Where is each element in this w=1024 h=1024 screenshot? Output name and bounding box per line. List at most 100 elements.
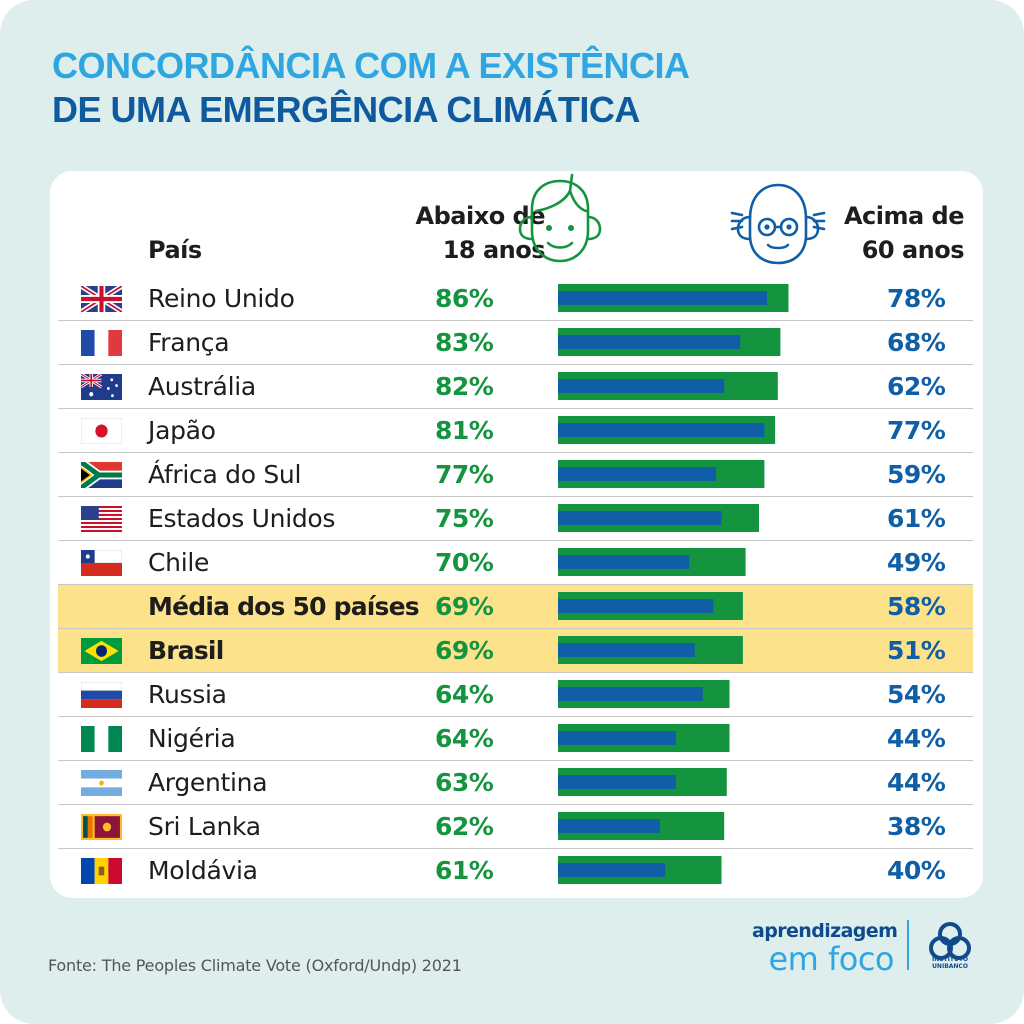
bar-over-60 (558, 819, 660, 833)
table-row: Estados Unidos 75% 61% (58, 497, 973, 541)
under-18-value: 86% (435, 284, 494, 313)
table-row: Moldávia 61% 40% (58, 849, 973, 893)
chile-flag-icon (81, 550, 122, 576)
sri-lanka-flag-icon (81, 814, 122, 840)
table-row-highlighted: Média dos 50 países 69% 58% (58, 585, 973, 629)
over-60-value: 44% (887, 768, 946, 797)
table-row: Argentina 63% 44% (58, 761, 973, 805)
country-name: França (148, 328, 230, 357)
bar-over-60 (558, 863, 666, 877)
table-card: País Abaixo de 18 anos Acima de 60 anos (50, 171, 983, 898)
under-18-value: 70% (435, 548, 494, 577)
over-60-value: 58% (887, 592, 946, 621)
instituto-unibanco-wordmark: INSTITUTO UNIBANCO (922, 956, 978, 970)
france-flag-icon (81, 330, 122, 356)
over-60-value: 68% (887, 328, 946, 357)
bar-over-60 (558, 379, 725, 393)
logo-line-2: em foco (768, 940, 894, 978)
over-60-value: 40% (887, 856, 946, 885)
country-name: Média dos 50 países (148, 592, 420, 621)
title-line-1: CONCORDÂNCIA COM A EXISTÊNCIA (52, 45, 690, 86)
table-row: Nigéria 64% 44% (58, 717, 973, 761)
under-18-value: 63% (435, 768, 494, 797)
bar-over-60 (558, 423, 765, 437)
under-18-column-header: Abaixo de 18 anos (415, 199, 546, 267)
bar-over-60 (558, 599, 714, 613)
org-name-line-1: INSTITUTO (931, 956, 969, 963)
under-18-header-line-1: Abaixo de (415, 202, 546, 230)
table-row: Japão 81% 77% (58, 409, 973, 453)
country-name: Russia (148, 680, 227, 709)
table-row: África do Sul 77% 59% (58, 453, 973, 497)
over-60-value: 59% (887, 460, 946, 489)
young-face-icon (518, 173, 602, 263)
table-row: Reino Unido 86% 78% (58, 277, 973, 321)
over-60-value: 49% (887, 548, 946, 577)
row-divider (58, 672, 973, 673)
under-18-value: 64% (435, 680, 494, 709)
under-18-value: 69% (435, 592, 494, 621)
moldova-flag-icon (81, 858, 122, 884)
over-60-value: 54% (887, 680, 946, 709)
source-note: Fonte: The Peoples Climate Vote (Oxford/… (48, 956, 462, 975)
org-name-line-2: UNIBANCO (932, 963, 968, 970)
row-divider (58, 320, 973, 321)
over-60-value: 38% (887, 812, 946, 841)
country-name: Austrália (148, 372, 256, 401)
brazil-flag-icon (81, 638, 122, 664)
under-18-value: 81% (435, 416, 494, 445)
logo-line-1: aprendizagem (752, 920, 898, 942)
south-africa-flag-icon (81, 462, 122, 488)
instituto-unibanco-logo-icon (929, 922, 971, 960)
old-face-with-glasses-icon (730, 183, 826, 265)
argentina-flag-icon (81, 770, 122, 796)
country-name: Japão (148, 416, 216, 445)
table-row-highlighted: Brasil 69% 51% (58, 629, 973, 673)
row-divider (58, 408, 973, 409)
under-18-value: 62% (435, 812, 494, 841)
table-row: França 83% 68% (58, 321, 973, 365)
bar-over-60 (558, 555, 690, 569)
under-18-header-line-2: 18 anos (442, 236, 546, 264)
row-divider (58, 848, 973, 849)
under-18-value: 77% (435, 460, 494, 489)
country-name: África do Sul (148, 460, 302, 489)
over-60-value: 51% (887, 636, 946, 665)
country-name: Moldávia (148, 856, 258, 885)
over-60-column-header: Acima de 60 anos (844, 199, 965, 267)
table-row: Chile 70% 49% (58, 541, 973, 585)
russia-flag-icon (81, 682, 122, 708)
country-name: Reino Unido (148, 284, 295, 313)
table-row: Sri Lanka 62% 38% (58, 805, 973, 849)
row-divider (58, 804, 973, 805)
logo-divider (907, 920, 909, 970)
row-divider (58, 628, 973, 629)
under-18-value: 82% (435, 372, 494, 401)
japan-flag-icon (81, 418, 122, 444)
country-name: Chile (148, 548, 210, 577)
over-60-value: 61% (887, 504, 946, 533)
under-18-value: 61% (435, 856, 494, 885)
bar-over-60 (558, 511, 722, 525)
over-60-value: 77% (887, 416, 946, 445)
aprendizagem-em-foco-logo: aprendizagem em foco (752, 920, 898, 978)
row-divider (58, 584, 973, 585)
over-60-value: 78% (887, 284, 946, 313)
bar-over-60 (558, 731, 676, 745)
table-row: Austrália 82% 62% (58, 365, 973, 409)
bar-over-60 (558, 775, 676, 789)
country-name: Argentina (148, 768, 268, 797)
table-row: Russia 64% 54% (58, 673, 973, 717)
nigeria-flag-icon (81, 726, 122, 752)
bar-over-60 (558, 643, 695, 657)
row-divider (58, 496, 973, 497)
uk-flag-icon (81, 286, 122, 312)
under-18-value: 83% (435, 328, 494, 357)
country-name: Estados Unidos (148, 504, 336, 533)
usa-flag-icon (81, 506, 122, 532)
bar-over-60 (558, 335, 741, 349)
country-column-header: País (148, 236, 202, 264)
country-name: Brasil (148, 636, 224, 665)
bar-over-60 (558, 467, 717, 481)
